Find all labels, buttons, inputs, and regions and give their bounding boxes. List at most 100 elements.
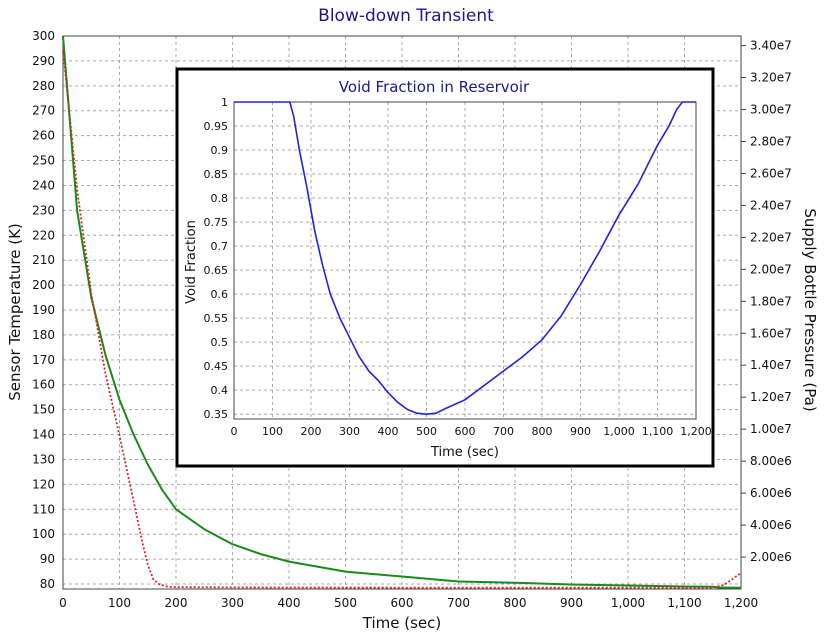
y2-tick-label: 2.40e7	[750, 198, 792, 212]
y-tick-label: 0.65	[204, 264, 229, 277]
y2-tick-label: 3.20e7	[750, 71, 792, 85]
x-tick-label: 1,000	[611, 596, 645, 610]
main-plot-frame	[62, 35, 742, 590]
y-tick-label: 190	[32, 303, 55, 317]
y-tick-label: 0.35	[204, 408, 229, 421]
inset-x-axis-label: Time (sec)	[430, 445, 499, 460]
x-tick-label: 400	[378, 425, 399, 438]
y-tick-label: 0.9	[211, 144, 229, 157]
y2-tick-label: 1.00e7	[750, 422, 792, 436]
y-tick-label: 260	[32, 129, 55, 143]
y-tick-label: 90	[40, 552, 55, 566]
y2-tick-label: 3.40e7	[750, 39, 792, 53]
y-tick-label: 220	[32, 228, 55, 242]
main-y-ticks: 80 90 100 110 120 130 140 150 160 170 180 190 200 210…	[32, 29, 55, 591]
y-tick-label: 130	[32, 452, 55, 466]
y2-tick-label: 1.40e7	[750, 358, 792, 372]
inset-title: Void Fraction in Reservoir	[339, 78, 530, 96]
chart-title: Blow-down Transient	[318, 6, 494, 26]
x-tick-label: 500	[334, 596, 357, 610]
x-tick-label: 1,100	[642, 425, 674, 438]
y-tick-label: 140	[32, 428, 55, 442]
y2-tick-label: 1.60e7	[750, 326, 792, 340]
x-tick-label: 300	[221, 596, 244, 610]
x-tick-label: 500	[416, 425, 437, 438]
main-y2-ticks: 2.00e6 4.00e6 6.00e6 8.00e6 1.00e7 1.20e7 1.40…	[741, 39, 792, 564]
inset-y-ticks: 0.35 0.4 0.45 0.5 0.55 0.6 0.65 0.7 0.75 0.8 0.85 0…	[204, 96, 229, 421]
y2-axis-label: Supply Bottle Pressure (Pa)	[801, 208, 819, 411]
y2-tick-label: 3.00e7	[750, 103, 792, 117]
y-tick-label: 270	[32, 104, 55, 118]
x-tick-label: 200	[301, 425, 322, 438]
y-tick-label: 160	[32, 378, 55, 392]
y-tick-label: 0.75	[204, 216, 229, 229]
x-tick-label: 1,000	[603, 425, 635, 438]
y-tick-label: 200	[32, 278, 55, 292]
x-tick-label: 1,100	[667, 596, 701, 610]
y-tick-label: 250	[32, 154, 55, 168]
y-tick-label: 0.4	[211, 384, 229, 397]
x-tick-label: 800	[532, 425, 553, 438]
main-series-line-1	[62, 50, 742, 589]
y-tick-label: 0.5	[211, 336, 229, 349]
y-tick-label: 240	[32, 178, 55, 192]
main-x-ticks: 0 100 200 300 400 500 600 700 800 900 1,000 1,100 1,…	[59, 596, 758, 610]
x-tick-label: 100	[262, 425, 283, 438]
x-tick-label: 700	[447, 596, 470, 610]
x-tick-label: 400	[278, 596, 301, 610]
inset-grid	[234, 102, 696, 419]
main-series	[62, 35, 742, 589]
y-tick-label: 110	[32, 502, 55, 516]
y-tick-label: 280	[32, 79, 55, 93]
y-tick-label: 0.45	[204, 360, 229, 373]
inset-y-axis-label: Void Fraction	[184, 220, 199, 304]
inset-chart: Void Fraction in Reservoir 0 100 200 300 400…	[175, 67, 715, 468]
y-tick-label: 0.95	[204, 120, 229, 133]
inset-frame	[175, 67, 715, 468]
y2-tick-label: 4.00e6	[750, 518, 792, 532]
y-axis-label: Sensor Temperature (K)	[6, 223, 24, 401]
main-series-line-0	[62, 35, 742, 589]
y-tick-label: 170	[32, 353, 55, 367]
y-tick-label: 0.55	[204, 312, 229, 325]
x-tick-label: 700	[493, 425, 514, 438]
y-tick-label: 210	[32, 253, 55, 267]
x-tick-label: 800	[504, 596, 527, 610]
y-tick-label: 0.6	[211, 288, 229, 301]
y-tick-label: 0.7	[211, 240, 229, 253]
y2-tick-label: 2.00e6	[750, 550, 792, 564]
y-tick-label: 180	[32, 328, 55, 342]
x-tick-label: 200	[165, 596, 188, 610]
x-tick-label: 900	[560, 596, 583, 610]
y2-tick-label: 2.80e7	[750, 134, 792, 148]
x-tick-label: 600	[455, 425, 476, 438]
x-tick-label: 1,200	[680, 425, 712, 438]
x-axis-label: Time (sec)	[362, 614, 441, 632]
x-tick-label: 900	[570, 425, 591, 438]
y2-tick-label: 8.00e6	[750, 454, 792, 468]
y-tick-label: 1	[221, 96, 228, 109]
x-tick-label: 600	[391, 596, 414, 610]
y2-tick-label: 1.80e7	[750, 294, 792, 308]
x-tick-label: 100	[108, 596, 131, 610]
y2-tick-label: 2.60e7	[750, 166, 792, 180]
y-tick-label: 150	[32, 403, 55, 417]
x-tick-label: 1,200	[724, 596, 758, 610]
y-tick-label: 120	[32, 477, 55, 491]
inset-x-ticks: 0 100 200 300 400 500 600 700 800 900 1,000 1,100 1,…	[231, 425, 712, 438]
x-tick-label: 0	[59, 596, 67, 610]
inset-plot-frame	[233, 101, 697, 420]
y2-tick-label: 6.00e6	[750, 486, 792, 500]
x-tick-label: 0	[231, 425, 238, 438]
y-tick-label: 300	[32, 29, 55, 43]
y-tick-label: 0.8	[211, 192, 229, 205]
y-tick-label: 230	[32, 203, 55, 217]
y-tick-label: 100	[32, 527, 55, 541]
y-tick-label: 290	[32, 54, 55, 68]
y-tick-label: 80	[40, 577, 55, 591]
inset-series-line-0	[234, 101, 696, 416]
y2-tick-label: 2.20e7	[750, 230, 792, 244]
y2-tick-label: 1.20e7	[750, 390, 792, 404]
y2-tick-label: 2.00e7	[750, 262, 792, 276]
